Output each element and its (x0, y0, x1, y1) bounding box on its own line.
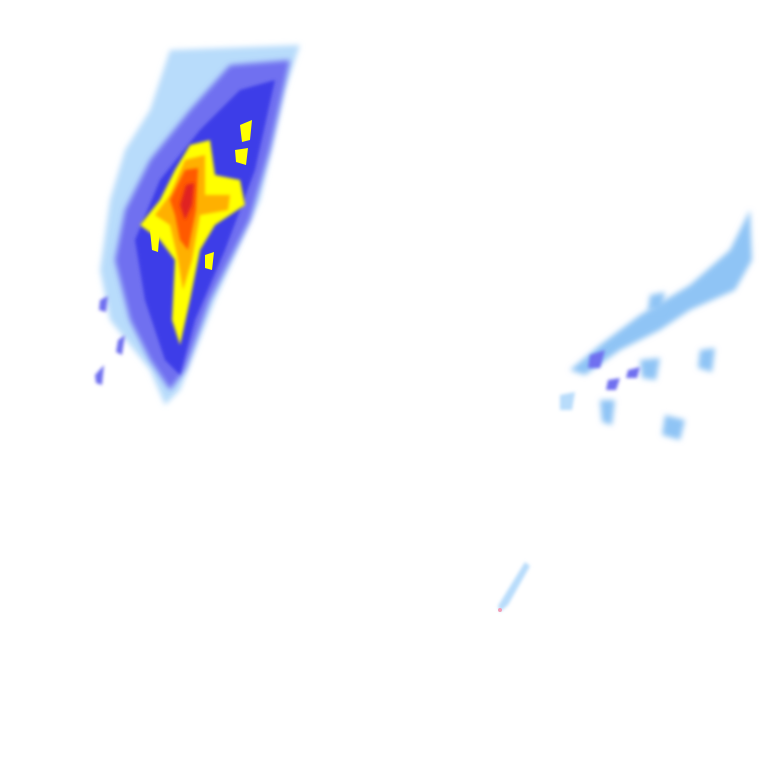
echo-moderate-spots (588, 350, 640, 390)
echo-extreme (180, 183, 194, 220)
echo-very-light-streak (498, 392, 575, 612)
echo-heavy-low-cells (150, 120, 252, 270)
rain-band-east (498, 210, 752, 612)
storm-cell-northwest (95, 45, 300, 405)
echo-trace-pink (498, 608, 502, 612)
echo-light-patches (600, 292, 715, 440)
echo-light-band (570, 210, 752, 375)
echo-outliers (95, 296, 125, 385)
